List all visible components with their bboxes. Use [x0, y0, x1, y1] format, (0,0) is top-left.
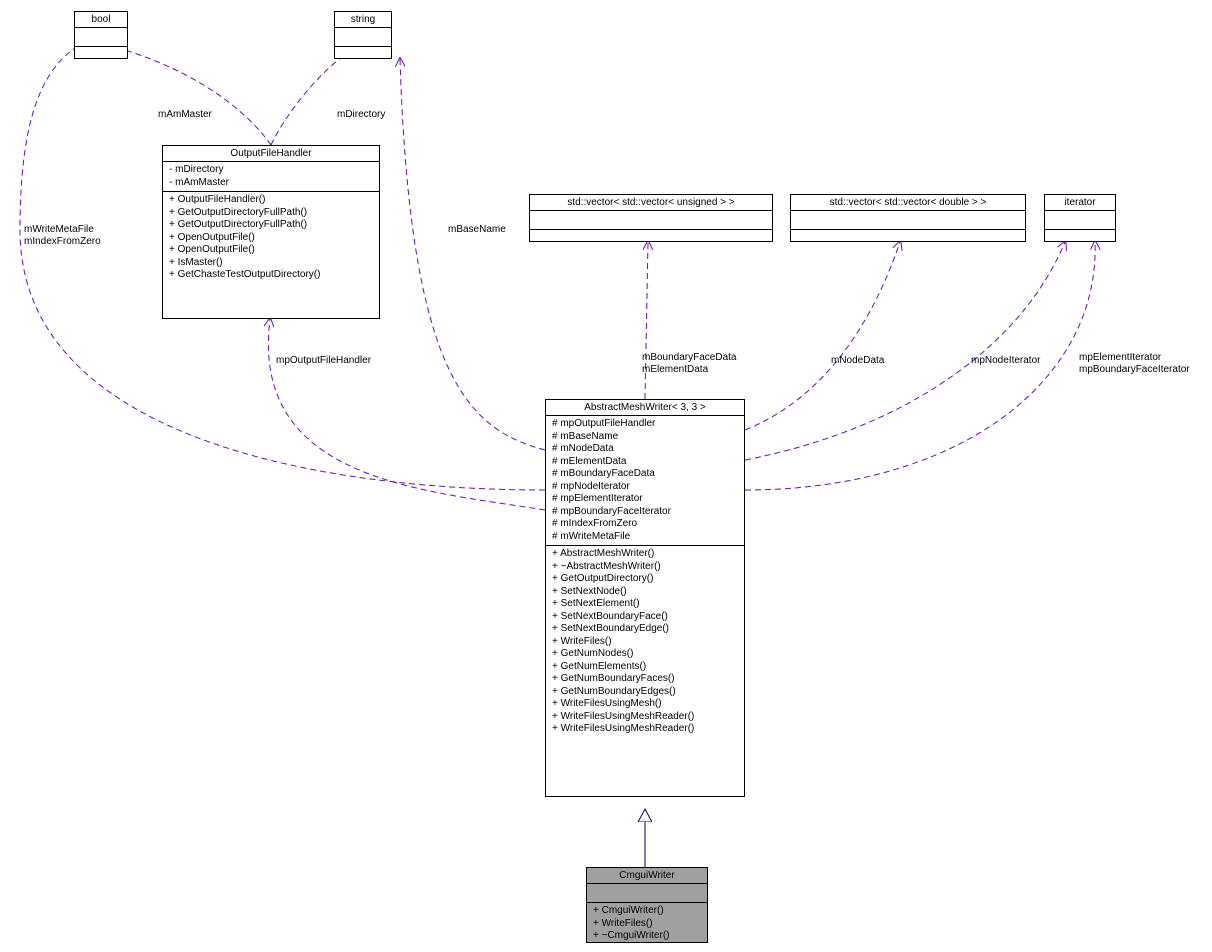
class-vector-double[interactable]: std::vector< std::vector< double > >	[790, 194, 1026, 242]
class-title: AbstractMeshWriter< 3, 3 >	[546, 400, 744, 416]
class-member: + CmguiWriter()	[593, 905, 701, 918]
class-vector-unsigned[interactable]: std::vector< std::vector< unsigned > >	[529, 194, 773, 242]
class-title: std::vector< std::vector< double > >	[791, 195, 1025, 211]
class-attrs	[530, 211, 772, 230]
edge-label-mpoutputfilehandler: mpOutputFileHandler	[276, 355, 371, 367]
class-member: + ~AbstractMeshWriter()	[552, 561, 738, 574]
class-title: CmguiWriter	[587, 868, 707, 884]
class-title: iterator	[1045, 195, 1115, 211]
class-member: + AbstractMeshWriter()	[552, 548, 738, 561]
class-methods	[791, 230, 1025, 248]
class-member: + WriteFiles()	[593, 918, 701, 931]
class-member: + SetNextElement()	[552, 598, 738, 611]
class-attrs	[587, 884, 707, 903]
edge-label-mboundaryfacedata-melementdata: mBoundaryFaceDatamElementData	[642, 352, 737, 375]
class-methods: + CmguiWriter()+ WriteFiles()+ ~CmguiWri…	[587, 903, 707, 945]
class-member: # mpNodeIterator	[552, 481, 738, 494]
class-methods	[75, 47, 127, 65]
class-title: std::vector< std::vector< unsigned > >	[530, 195, 772, 211]
class-attrs	[335, 28, 391, 47]
class-member: - mAmMaster	[169, 177, 373, 190]
class-methods	[530, 230, 772, 248]
class-member: + GetOutputDirectoryFullPath()	[169, 207, 373, 220]
uml-diagram: bool string OutputFileHandler - mDirecto…	[0, 0, 1212, 952]
edge-label-mdirectory: mDirectory	[337, 109, 385, 121]
class-member: + GetNumBoundaryFaces()	[552, 673, 738, 686]
class-member: # mBaseName	[552, 431, 738, 444]
class-member: # mNodeData	[552, 443, 738, 456]
edge-label-mpelementiterator-mpboundaryfaceiterator: mpElementIteratormpBoundaryFaceIterator	[1079, 352, 1190, 375]
class-member: + SetNextBoundaryFace()	[552, 611, 738, 624]
edge-label-mnodedata: mNodeData	[831, 355, 884, 367]
class-methods	[1045, 230, 1115, 248]
class-member: + IsMaster()	[169, 257, 373, 270]
class-attrs: # mpOutputFileHandler# mBaseName# mNodeD…	[546, 416, 744, 546]
class-member: + WriteFiles()	[552, 636, 738, 649]
class-member: - mDirectory	[169, 164, 373, 177]
class-member: + ~CmguiWriter()	[593, 930, 701, 943]
class-member: # mpOutputFileHandler	[552, 418, 738, 431]
class-abstract-mesh-writer[interactable]: AbstractMeshWriter< 3, 3 > # mpOutputFil…	[545, 399, 745, 797]
edge-label-mpnodeiterator: mpNodeIterator	[971, 355, 1040, 367]
class-member: + SetNextBoundaryEdge()	[552, 623, 738, 636]
class-title: string	[335, 12, 391, 28]
edge-label-mwritemetafile-mindexfromzero: mWriteMetaFilemIndexFromZero	[24, 224, 101, 247]
class-methods: + OutputFileHandler()+ GetOutputDirector…	[163, 192, 379, 284]
class-output-file-handler[interactable]: OutputFileHandler - mDirectory- mAmMaste…	[162, 145, 380, 319]
class-member: # mIndexFromZero	[552, 518, 738, 531]
class-title: bool	[75, 12, 127, 28]
class-member: # mpBoundaryFaceIterator	[552, 506, 738, 519]
class-member: + GetNumBoundaryEdges()	[552, 686, 738, 699]
class-attrs	[75, 28, 127, 47]
class-iterator[interactable]: iterator	[1044, 194, 1116, 242]
edge-label-mammaster: mAmMaster	[158, 109, 212, 121]
class-string[interactable]: string	[334, 11, 392, 59]
class-member: + GetNumElements()	[552, 661, 738, 674]
class-member: + WriteFilesUsingMeshReader()	[552, 711, 738, 724]
class-member: + OutputFileHandler()	[169, 194, 373, 207]
class-methods: + AbstractMeshWriter()+ ~AbstractMeshWri…	[546, 546, 744, 738]
class-member: + GetOutputDirectory()	[552, 573, 738, 586]
class-cmgui-writer[interactable]: CmguiWriter + CmguiWriter()+ WriteFiles(…	[586, 867, 708, 943]
class-title: OutputFileHandler	[163, 146, 379, 162]
class-attrs	[791, 211, 1025, 230]
class-member: + GetChasteTestOutputDirectory()	[169, 269, 373, 282]
class-member: + GetOutputDirectoryFullPath()	[169, 219, 373, 232]
class-member: + GetNumNodes()	[552, 648, 738, 661]
edge-label-mbasename: mBaseName	[448, 224, 506, 236]
class-member: + WriteFilesUsingMeshReader()	[552, 723, 738, 736]
class-member: + WriteFilesUsingMesh()	[552, 698, 738, 711]
class-member: + OpenOutputFile()	[169, 232, 373, 245]
class-member: + SetNextNode()	[552, 586, 738, 599]
class-member: # mElementData	[552, 456, 738, 469]
class-member: # mpElementIterator	[552, 493, 738, 506]
class-bool[interactable]: bool	[74, 11, 128, 59]
class-attrs: - mDirectory- mAmMaster	[163, 162, 379, 192]
class-methods	[335, 47, 391, 65]
class-member: + OpenOutputFile()	[169, 244, 373, 257]
class-member: # mBoundaryFaceData	[552, 468, 738, 481]
class-member: # mWriteMetaFile	[552, 531, 738, 544]
class-attrs	[1045, 211, 1115, 230]
